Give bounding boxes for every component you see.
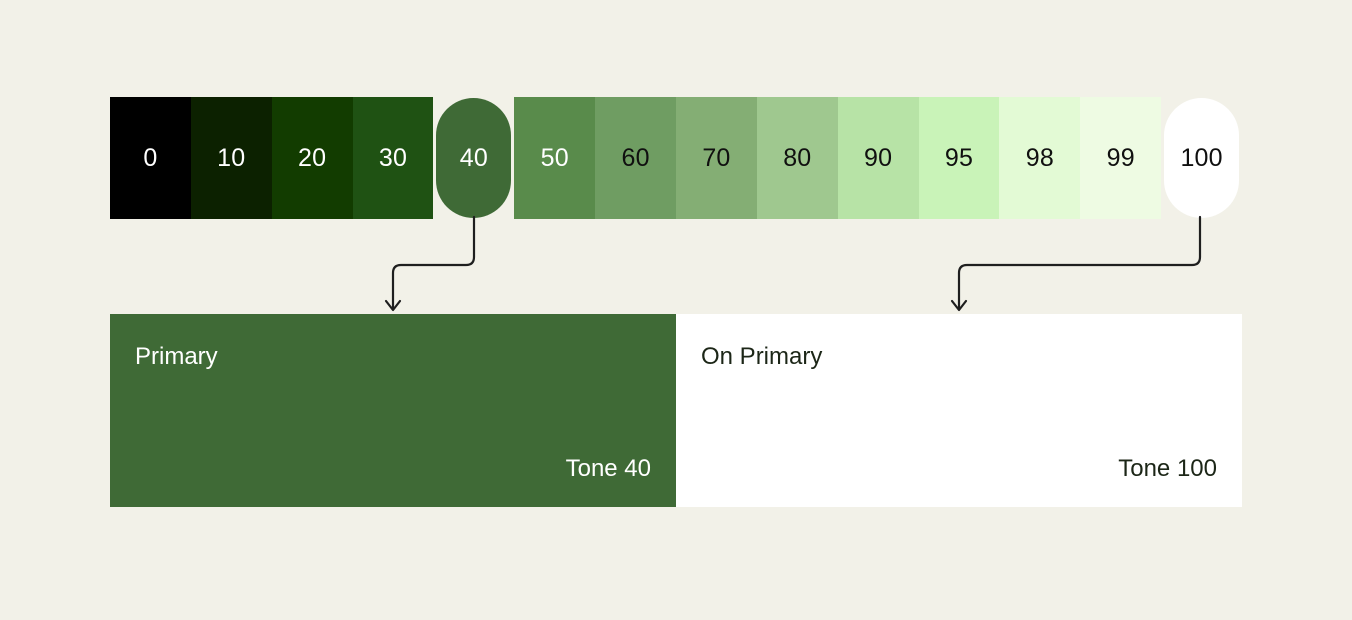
arrow-to-on-primary	[950, 215, 1202, 312]
tone-swatch-label: 40	[436, 98, 512, 218]
tone-swatch-label: 95	[918, 97, 1000, 219]
tone-swatch-label: 99	[1080, 97, 1162, 219]
tone-swatch-10: 10	[190, 97, 272, 219]
arrowhead-icon	[384, 299, 402, 312]
arrow-to-primary	[384, 215, 476, 312]
tone-swatch-80: 80	[756, 97, 838, 219]
tone-swatch-label: 10	[190, 97, 272, 219]
tone-swatch-label: 90	[837, 97, 919, 219]
primary-role-card: Primary Tone 40	[110, 314, 676, 507]
on-primary-role-card: On Primary Tone 100	[676, 314, 1242, 507]
tone-swatch-label: 20	[271, 97, 353, 219]
tone-swatch-label: 100	[1164, 98, 1240, 218]
card-role-label: On Primary	[701, 343, 823, 370]
tone-swatch-label: 80	[756, 97, 838, 219]
tone-swatch-label: 30	[352, 97, 434, 219]
tone-swatch-label: 0	[110, 97, 191, 219]
tone-swatch-label: 50	[514, 97, 596, 219]
card-role-label: Primary	[135, 343, 218, 370]
tone-swatch-60: 60	[595, 97, 677, 219]
card-tone-label: Tone 100	[1118, 455, 1217, 482]
tone-swatch-95: 95	[918, 97, 1000, 219]
tone-swatch-98: 98	[999, 97, 1081, 219]
tone-swatch-100: 100	[1161, 97, 1242, 219]
tone-swatch-40: 40	[433, 97, 514, 219]
tone-swatch-90: 90	[837, 97, 919, 219]
tone-swatch-50: 50	[514, 97, 596, 219]
card-tone-label: Tone 40	[565, 455, 651, 482]
tone-swatch-label: 60	[595, 97, 677, 219]
tone-swatch-0: 0	[110, 97, 191, 219]
tone-swatch-20: 20	[271, 97, 353, 219]
tone-swatch-30: 30	[352, 97, 434, 219]
tone-swatch-label: 70	[676, 97, 757, 219]
tone-swatch-70: 70	[676, 97, 757, 219]
arrowhead-icon	[950, 299, 968, 312]
tonal-palette-strip: 0 10 20 30 40 50 60 70 80 90 95 98 99 100	[110, 97, 1242, 219]
tone-swatch-99: 99	[1080, 97, 1162, 219]
tone-swatch-label: 98	[999, 97, 1081, 219]
